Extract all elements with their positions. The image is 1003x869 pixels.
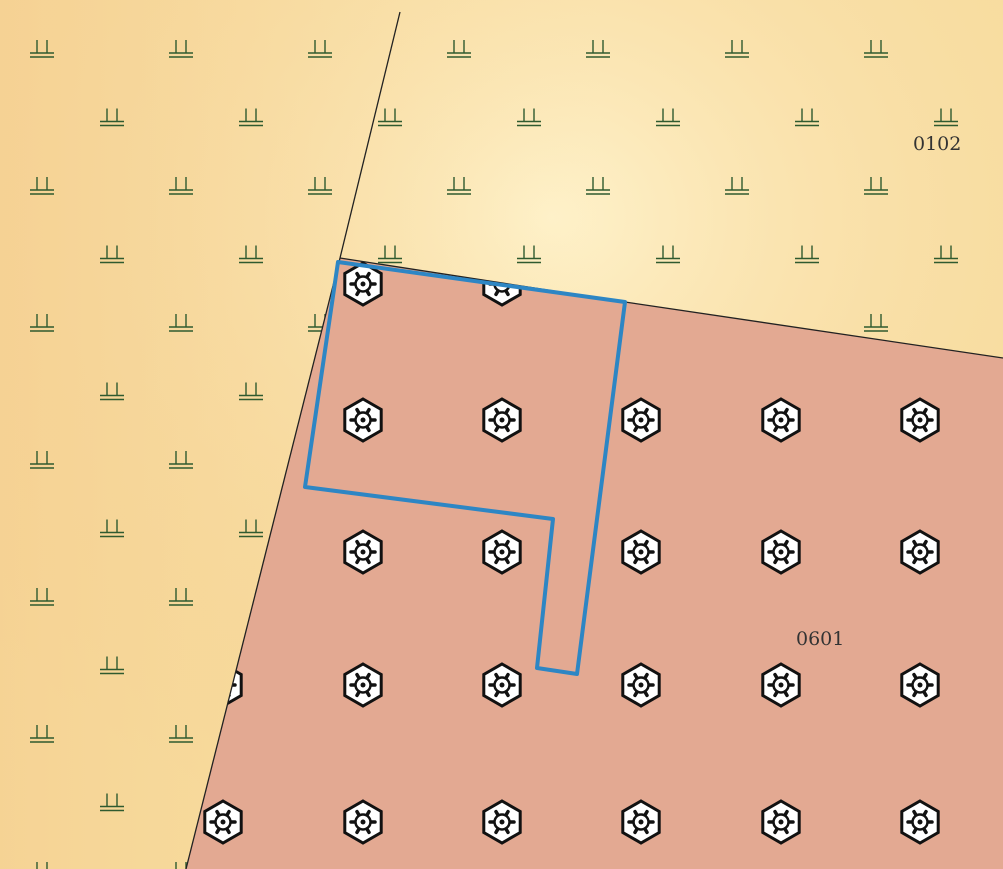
industrial-symbol bbox=[902, 801, 938, 843]
industrial-symbol bbox=[345, 664, 381, 706]
parcel-code-label: 0601 bbox=[796, 628, 844, 650]
industrial-symbol bbox=[902, 664, 938, 706]
industrial-symbol bbox=[763, 531, 799, 573]
industrial-symbol bbox=[902, 531, 938, 573]
industrial-symbol bbox=[484, 801, 520, 843]
industrial-symbol bbox=[345, 263, 381, 305]
industrial-symbol bbox=[623, 399, 659, 441]
industrial-symbol bbox=[345, 399, 381, 441]
industrial-symbol bbox=[763, 664, 799, 706]
industrial-symbol bbox=[345, 531, 381, 573]
parcel-code-label: 0102 bbox=[913, 133, 961, 155]
industrial-symbol bbox=[623, 664, 659, 706]
industrial-symbol bbox=[484, 531, 520, 573]
industrial-symbol bbox=[623, 801, 659, 843]
industrial-symbol bbox=[345, 801, 381, 843]
industrial-symbol bbox=[484, 399, 520, 441]
industrial-symbol bbox=[623, 531, 659, 573]
industrial-symbol bbox=[484, 664, 520, 706]
industrial-symbol bbox=[763, 399, 799, 441]
industrial-symbol bbox=[205, 801, 241, 843]
industrial-symbol bbox=[902, 399, 938, 441]
industrial-symbol bbox=[763, 801, 799, 843]
